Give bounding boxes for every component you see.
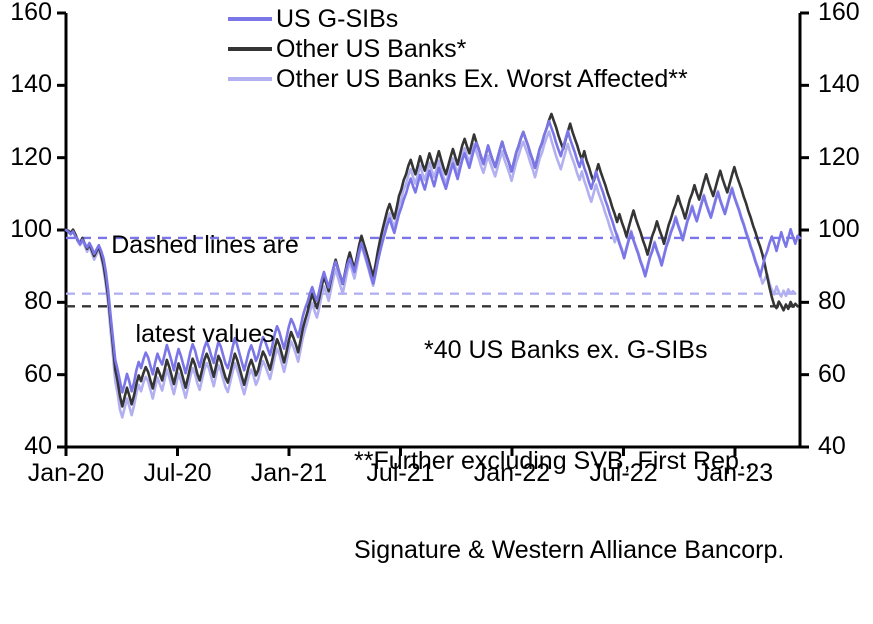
x-tick-label: Jul-20 xyxy=(143,459,212,487)
legend-swatch-other-us-banks-ex-worst xyxy=(228,77,272,81)
chart-legend: US G-SIBs Other US Banks* Other US Banks… xyxy=(228,4,688,94)
annotation-note-line1: Dashed lines are xyxy=(111,231,299,259)
series-line-0 xyxy=(64,119,802,394)
legend-item-other-us-banks-ex-worst: Other US Banks Ex. Worst Affected** xyxy=(228,64,688,94)
x-tick-label: Jul-21 xyxy=(366,459,435,487)
y-tick-label-left: 160 xyxy=(10,0,52,26)
legend-swatch-other-us-banks xyxy=(228,47,272,51)
y-tick-label-right: 140 xyxy=(818,70,860,99)
data-series-group xyxy=(64,112,802,419)
y-tick-label-left: 60 xyxy=(24,359,52,388)
y-tick-label-right: 60 xyxy=(818,359,846,388)
y-tick-label-right: 120 xyxy=(818,142,860,171)
legend-item-other-us-banks: Other US Banks* xyxy=(228,34,688,64)
x-tick-label: Jan-21 xyxy=(250,459,328,487)
legend-label-other-us-banks-ex-worst: Other US Banks Ex. Worst Affected** xyxy=(276,64,688,93)
chart-root: US G-SIBs Other US Banks* Other US Banks… xyxy=(10,0,860,564)
legend-item-us-gsibs: US G-SIBs xyxy=(228,4,688,34)
legend-label-other-us-banks: Other US Banks* xyxy=(276,34,467,63)
footnote-2: **Further excluding SVB, First Rep., Sig… xyxy=(354,388,784,624)
series-line-1 xyxy=(64,112,799,408)
y-tick-label-left: 120 xyxy=(10,142,52,171)
legend-swatch-us-gsibs xyxy=(228,17,272,21)
x-tick-label: Jan-20 xyxy=(27,459,105,487)
y-tick-label-right: 40 xyxy=(818,432,846,460)
y-tick-label-left: 140 xyxy=(10,70,52,99)
footnote-1: *40 US Banks ex. G-SIBs xyxy=(424,336,708,364)
legend-label-us-gsibs: US G-SIBs xyxy=(276,4,399,33)
axis-lines xyxy=(57,11,809,456)
y-tick-label-right: 80 xyxy=(818,287,846,316)
annotation-note-line2: latest values xyxy=(135,319,275,348)
annotation-dashed-lines-note: Dashed lines are latest values xyxy=(100,172,310,408)
y-tick-label-left: 100 xyxy=(10,215,52,243)
footnote-2-line1: **Further excluding SVB, First Rep., xyxy=(354,447,753,475)
y-tick-label-right: 100 xyxy=(818,215,860,243)
x-tick-label: Jan-23 xyxy=(696,459,774,487)
y-tick-label-left: 80 xyxy=(24,287,52,316)
footnote-2-line2: Signature & Western Alliance Bancorp. xyxy=(354,535,785,564)
reference-lines xyxy=(66,236,800,308)
y-tick-label-left: 40 xyxy=(24,432,52,460)
x-tick-label: Jul-22 xyxy=(589,459,658,487)
plot-area xyxy=(57,11,809,456)
x-tick-label: Jan-22 xyxy=(473,459,551,487)
y-tick-label-right: 160 xyxy=(818,0,860,26)
